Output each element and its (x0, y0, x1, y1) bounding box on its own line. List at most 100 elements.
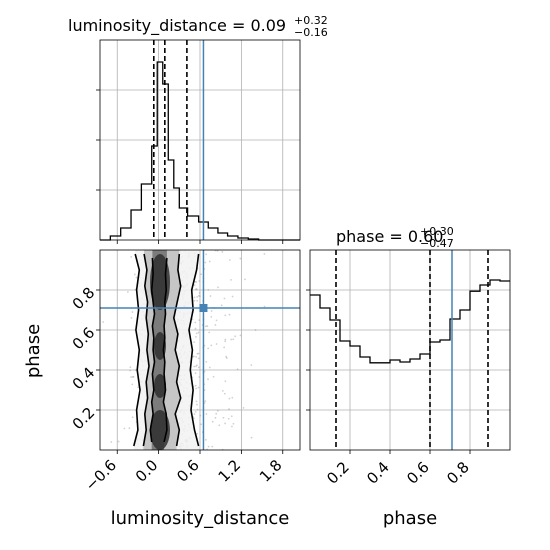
scatter-point (204, 400, 207, 403)
scatter-point (217, 286, 219, 289)
scatter-point (217, 409, 219, 412)
scatter-point (230, 415, 233, 418)
scatter-point (196, 408, 199, 411)
scatter-point (244, 278, 246, 281)
scatter-point (211, 420, 214, 423)
scatter-point (231, 396, 234, 399)
scatter-point (221, 251, 224, 253)
scatter-point (197, 366, 200, 369)
x-tick-label: 0.6 (403, 458, 433, 488)
scatter-point (208, 331, 211, 334)
scatter-point (198, 280, 201, 282)
scatter-point (195, 336, 197, 338)
scatter-point (197, 331, 200, 334)
scatter-point (224, 340, 227, 343)
scatter-point (131, 375, 134, 378)
scatter-point (205, 360, 208, 363)
scatter-point (206, 325, 209, 328)
histogram-step (100, 61, 300, 241)
scatter-point (250, 436, 253, 439)
scatter-point (224, 422, 226, 425)
scatter-point (193, 341, 196, 343)
scatter-point (194, 327, 197, 330)
scatter-point (197, 295, 200, 297)
scatter-point (205, 325, 207, 328)
scatter-point (197, 357, 200, 360)
scatter-point (234, 335, 236, 338)
scatter-point (242, 407, 245, 409)
scatter-point (137, 386, 140, 389)
title-sub: −0.16 (294, 26, 328, 39)
scatter-point (207, 347, 210, 350)
scatter-point (198, 292, 201, 294)
truth-marker (199, 304, 208, 312)
x-tick-label: −0.6 (82, 456, 120, 494)
title-main: phase = 0.60 (336, 227, 443, 246)
histogram-panel-phase: 0.2 0.4 0.6 0.8 (306, 249, 511, 488)
scatter-point (196, 299, 199, 302)
y-tick-label: 0.8 (69, 284, 99, 314)
scatter-point (218, 424, 221, 427)
x-axis-label-luminosity-distance: luminosity_distance (111, 508, 290, 529)
scatter-point (195, 365, 197, 368)
scatter-point (195, 355, 198, 358)
scatter-point (129, 366, 132, 369)
scatter-point (130, 376, 133, 379)
scatter-point (225, 355, 228, 358)
scatter-point (123, 427, 126, 430)
title-sup: +0.30 (420, 225, 454, 238)
scatter-point (193, 417, 195, 420)
scatter-point (220, 304, 223, 307)
contour-line (142, 253, 150, 447)
title-main: luminosity_distance = 0.09 (68, 16, 286, 36)
scatter-point (135, 276, 138, 279)
scatter-point (209, 295, 212, 297)
contour-line (149, 257, 156, 443)
scatter-point (232, 338, 235, 341)
x-tick-label: 0.4 (363, 458, 393, 488)
scatter-point (222, 416, 225, 419)
scatter-point (195, 387, 198, 390)
scatter-point (208, 260, 211, 263)
scatter-point (210, 344, 213, 347)
scatter-point (215, 412, 218, 415)
scatter-point (205, 413, 208, 415)
title-sup: +0.32 (294, 14, 328, 27)
scatter-point (239, 334, 242, 337)
scatter-point (196, 432, 199, 435)
scatter-point (197, 386, 200, 389)
scatter-point (212, 375, 215, 378)
scatter-point (211, 445, 214, 448)
scatter-point (227, 417, 230, 420)
scatter-point (128, 427, 131, 430)
scatter-point (110, 441, 113, 443)
scatter-point (193, 365, 196, 368)
contour-line (162, 257, 168, 443)
density-core (154, 374, 166, 398)
scatter-point (129, 369, 132, 372)
scatter-point (192, 355, 195, 358)
scatter-point (117, 440, 120, 443)
scatter-point (207, 288, 210, 291)
scatter-point (215, 343, 218, 345)
histogram-step (310, 279, 510, 364)
scatter-point (210, 310, 213, 312)
scatter-point (204, 261, 207, 264)
scatter-point (223, 346, 226, 349)
scatter-point (193, 413, 196, 416)
x-axis-label-phase: phase (383, 508, 437, 529)
scatter-point (193, 284, 196, 286)
scatter-point (228, 397, 231, 400)
scatter-point (207, 378, 209, 381)
scatter-point (200, 423, 203, 426)
scatter-point (132, 376, 135, 378)
x-tick-label: 0.8 (443, 458, 473, 488)
scatter-point (196, 295, 199, 298)
scatter-point (223, 392, 226, 395)
scatter-point (231, 295, 234, 298)
scatter-point (221, 390, 224, 392)
y-axis-label-phase: phase (23, 324, 44, 378)
scatter-point (228, 313, 231, 316)
scatter-point (131, 311, 134, 313)
title-phase: phase = 0.60 +0.30 −0.47 (336, 225, 454, 250)
